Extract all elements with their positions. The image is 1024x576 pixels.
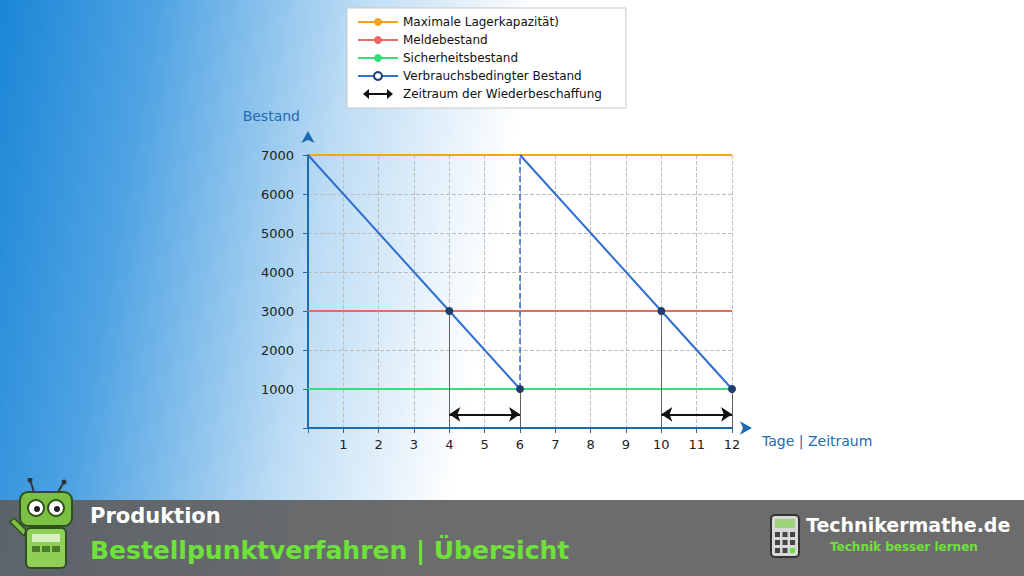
svg-text:1000: 1000: [261, 382, 294, 397]
svg-text:1: 1: [339, 437, 347, 452]
svg-text:3: 3: [410, 437, 418, 452]
svg-text:Sicherheitsbestand: Sicherheitsbestand: [403, 51, 518, 65]
svg-text:11: 11: [688, 437, 705, 452]
svg-text:Bestand: Bestand: [243, 108, 300, 124]
svg-text:7000: 7000: [261, 148, 294, 163]
svg-text:8: 8: [587, 437, 595, 452]
svg-text:Zeitraum der Wiederbeschaffung: Zeitraum der Wiederbeschaffung: [403, 87, 602, 101]
svg-text:10: 10: [653, 437, 670, 452]
html-text:Technik besser lernen: Technik besser lernen: [830, 540, 978, 554]
html-text:Bestellpunktverfahren | Übersi: Bestellpunktverfahren | Übersicht: [90, 536, 570, 565]
svg-text:12: 12: [724, 437, 741, 452]
svg-text:Tage | Zeitraum: Tage | Zeitraum: [761, 433, 872, 450]
svg-text:3000: 3000: [261, 304, 294, 319]
svg-text:2000: 2000: [261, 343, 294, 358]
svg-text:5000: 5000: [261, 226, 294, 241]
svg-text:4: 4: [445, 437, 453, 452]
svg-text:5: 5: [481, 437, 489, 452]
html-text:Produktion: Produktion: [90, 504, 221, 528]
svg-text:Meldebestand: Meldebestand: [403, 33, 488, 47]
svg-text:6: 6: [516, 437, 524, 452]
svg-text:Verbrauchsbedingter Bestand: Verbrauchsbedingter Bestand: [403, 69, 582, 83]
svg-text:7: 7: [551, 437, 559, 452]
svg-text:9: 9: [622, 437, 630, 452]
svg-text:6000: 6000: [261, 187, 294, 202]
svg-text:4000: 4000: [261, 265, 294, 280]
svg-text:Maximale Lagerkapazität): Maximale Lagerkapazität): [403, 15, 559, 29]
svg-text:2: 2: [375, 437, 383, 452]
html-text:Technikermathe.de: Technikermathe.de: [806, 514, 1011, 536]
